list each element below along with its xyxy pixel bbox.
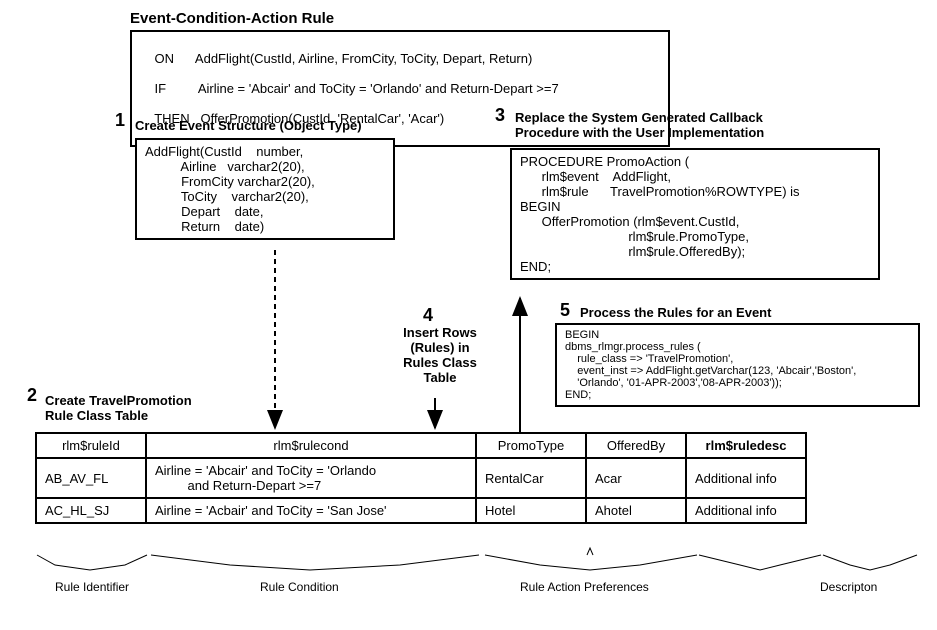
step4-l4: Table	[424, 370, 457, 385]
step3-title: Replace the System Generated Callback Pr…	[515, 110, 764, 140]
eca-if-kw: IF	[154, 81, 166, 96]
step5-title: Process the Rules for an Event	[580, 305, 771, 320]
step4-l1: Insert Rows	[403, 325, 477, 340]
brace-description: Descripton	[820, 580, 877, 594]
step3-num: 3	[495, 105, 505, 126]
step4-title: Insert Rows (Rules) in Rules Class Table	[385, 325, 495, 385]
step1-title: Create Event Structure (Object Type)	[135, 118, 362, 133]
table-header-row: rlm$ruleId rlm$rulecond PromoType Offere…	[36, 433, 806, 458]
col-rulecond: rlm$rulecond	[146, 433, 476, 458]
cell-rulecond-text: Airline = 'Acbair' and ToCity = 'San Jos…	[155, 503, 467, 518]
cell-rulecond: Airline = 'Acbair' and ToCity = 'San Jos…	[146, 498, 476, 523]
step5-body: BEGIN dbms_rlmgr.process_rules ( rule_cl…	[565, 329, 910, 401]
step4-num: 4	[423, 305, 433, 326]
step3-box: PROCEDURE PromoAction ( rlm$event AddFli…	[510, 148, 880, 280]
step1-num: 1	[115, 110, 125, 131]
col-offeredby: OfferedBy	[586, 433, 686, 458]
step3-title-l2: Procedure with the User Implementation	[515, 125, 764, 140]
eca-on-kw: ON	[154, 51, 174, 66]
cell-promotype: RentalCar	[476, 458, 586, 498]
col-promotype: PromoType	[476, 433, 586, 458]
step1-box: AddFlight(CustId number, Airline varchar…	[135, 138, 395, 240]
step3-body: PROCEDURE PromoAction ( rlm$event AddFli…	[520, 154, 870, 274]
step2-l2: Rule Class Table	[45, 408, 148, 423]
table-row: AB_AV_FL Airline = 'Abcair' and ToCity =…	[36, 458, 806, 498]
step1-body: AddFlight(CustId number, Airline varchar…	[145, 144, 385, 234]
cell-ruledesc: Additional info	[686, 498, 806, 523]
step5-num: 5	[560, 300, 570, 321]
cell-rulecond: Airline = 'Abcair' and ToCity = 'Orlando…	[146, 458, 476, 498]
eca-on: AddFlight(CustId, Airline, FromCity, ToC…	[195, 51, 532, 66]
step2-l1: Create TravelPromotion	[45, 393, 192, 408]
cell-offeredby: Ahotel	[586, 498, 686, 523]
cell-rulecond-text: Airline = 'Abcair' and ToCity = 'Orlando…	[155, 463, 467, 493]
step2-num: 2	[27, 385, 37, 406]
brace-rule-action-prefs: Rule Action Preferences	[520, 580, 649, 594]
step4-l3: Rules Class	[403, 355, 477, 370]
table-row: AC_HL_SJ Airline = 'Acbair' and ToCity =…	[36, 498, 806, 523]
step3-title-l1: Replace the System Generated Callback	[515, 110, 763, 125]
rule-class-table: rlm$ruleId rlm$rulecond PromoType Offere…	[35, 432, 807, 524]
col-ruleid: rlm$ruleId	[36, 433, 146, 458]
cell-promotype: Hotel	[476, 498, 586, 523]
brace-rule-condition: Rule Condition	[260, 580, 339, 594]
brace-rule-identifier: Rule Identifier	[55, 580, 129, 594]
cell-ruleid: AC_HL_SJ	[36, 498, 146, 523]
eca-if: Airline = 'Abcair' and ToCity = 'Orlando…	[198, 81, 559, 96]
cell-ruleid: AB_AV_FL	[36, 458, 146, 498]
cell-offeredby: Acar	[586, 458, 686, 498]
step5-box: BEGIN dbms_rlmgr.process_rules ( rule_cl…	[555, 323, 920, 407]
col-ruledesc: rlm$ruledesc	[686, 433, 806, 458]
eca-title: Event-Condition-Action Rule	[130, 10, 334, 27]
step4-l2: (Rules) in	[410, 340, 469, 355]
step2-title: Create TravelPromotion Rule Class Table	[45, 393, 192, 423]
cell-ruledesc: Additional info	[686, 458, 806, 498]
